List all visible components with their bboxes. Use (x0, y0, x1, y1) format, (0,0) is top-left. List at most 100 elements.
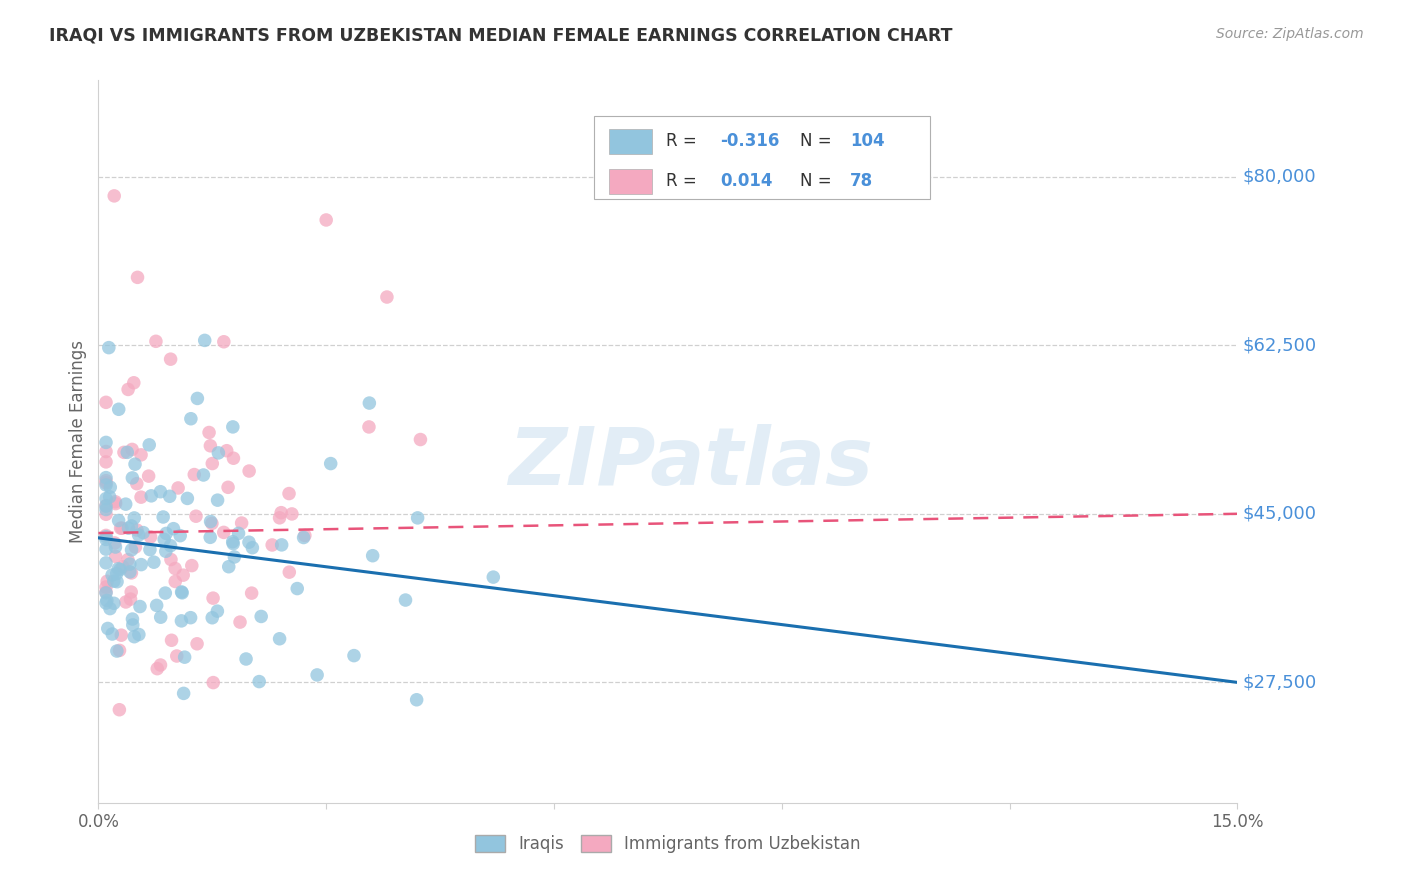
Legend: Iraqis, Immigrants from Uzbekistan: Iraqis, Immigrants from Uzbekistan (468, 828, 868, 860)
Point (139, 530, 162, 544)
Point (94, 455, 117, 469)
Point (482, 570, 505, 584)
Point (212, 525, 235, 540)
Point (94, 508, 117, 522)
FancyBboxPatch shape (609, 128, 652, 153)
Point (104, 549, 127, 564)
Point (129, 599, 152, 614)
Point (153, 533, 176, 547)
Point (165, 561, 187, 575)
Point (98, 601, 121, 615)
Point (108, 703, 131, 717)
Point (94, 580, 117, 594)
Point (94, 475, 117, 490)
Point (285, 582, 308, 596)
Point (94, 596, 117, 610)
Point (118, 565, 141, 579)
Point (146, 662, 169, 676)
Point (124, 457, 146, 471)
Point (270, 538, 292, 552)
Point (269, 632, 291, 646)
Point (207, 493, 229, 508)
Text: $27,500: $27,500 (1243, 673, 1317, 691)
Text: R =: R = (665, 132, 702, 151)
Point (207, 604, 229, 618)
Text: -0.316: -0.316 (720, 132, 779, 151)
Text: 78: 78 (851, 172, 873, 190)
Point (94, 499, 117, 513)
Point (176, 491, 198, 506)
Point (112, 445, 135, 459)
Point (127, 270, 149, 285)
Point (172, 586, 194, 600)
Point (207, 446, 229, 460)
Point (114, 497, 136, 511)
Point (315, 213, 337, 227)
Point (125, 476, 148, 491)
Point (281, 507, 304, 521)
Point (184, 509, 207, 524)
Point (269, 511, 291, 525)
Point (270, 506, 292, 520)
Point (94, 502, 117, 516)
Point (121, 519, 143, 533)
Point (121, 542, 143, 557)
Point (278, 565, 301, 579)
Point (240, 586, 263, 600)
Point (194, 334, 217, 348)
Point (124, 540, 146, 554)
Point (201, 516, 224, 531)
Text: 104: 104 (851, 132, 884, 151)
Point (122, 511, 145, 525)
Point (202, 675, 225, 690)
Point (120, 585, 142, 599)
Point (94, 586, 117, 600)
Point (262, 538, 284, 552)
Point (394, 593, 416, 607)
Point (162, 522, 184, 536)
Point (122, 376, 145, 390)
Point (94, 491, 117, 506)
Point (111, 559, 134, 574)
Point (121, 471, 143, 485)
Point (170, 614, 193, 628)
Point (357, 420, 380, 434)
Point (229, 615, 252, 629)
Point (101, 568, 124, 582)
Point (132, 525, 155, 540)
Point (200, 515, 222, 529)
Point (170, 585, 193, 599)
Point (160, 552, 183, 566)
Point (139, 542, 162, 557)
FancyBboxPatch shape (609, 169, 652, 194)
Point (250, 609, 273, 624)
Point (103, 596, 125, 610)
Point (224, 549, 246, 564)
Point (94, 542, 117, 557)
Text: IRAQI VS IMMIGRANTS FROM UZBEKISTAN MEDIAN FEMALE EARNINGS CORRELATION CHART: IRAQI VS IMMIGRANTS FROM UZBEKISTAN MEDI… (49, 27, 953, 45)
FancyBboxPatch shape (593, 117, 929, 200)
Y-axis label: Median Female Earnings: Median Female Earnings (69, 340, 87, 543)
Point (110, 521, 132, 535)
Point (107, 402, 129, 417)
Point (110, 628, 132, 642)
Point (145, 334, 167, 349)
Point (117, 445, 139, 459)
Point (193, 467, 215, 482)
Point (141, 489, 163, 503)
Point (129, 490, 152, 504)
Point (115, 595, 138, 609)
Point (235, 652, 257, 666)
Point (128, 528, 150, 542)
Point (117, 383, 139, 397)
Point (94, 533, 117, 547)
Point (124, 630, 146, 644)
Point (180, 411, 202, 425)
Point (406, 511, 429, 525)
Point (120, 566, 142, 580)
Point (409, 433, 432, 447)
Point (247, 674, 270, 689)
Point (294, 528, 316, 542)
Point (98, 490, 121, 504)
Point (105, 574, 128, 589)
